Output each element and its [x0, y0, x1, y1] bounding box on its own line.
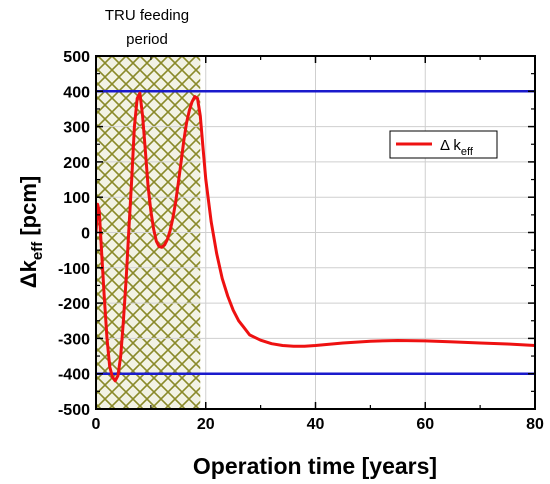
x-tick-label: 40	[307, 416, 325, 433]
y-tick-label: 500	[63, 49, 90, 66]
annotation-line-2: period	[126, 31, 168, 48]
y-tick-label: 0	[81, 226, 90, 243]
y-axis-title: Δkeff [pcm]	[16, 176, 46, 288]
axis-ticks: 0 20 40 60 80 500 400 300 200 100 0 -100 -200 -300 -40…	[58, 49, 544, 433]
legend-label-sub: eff	[461, 146, 474, 158]
x-tick-label: 20	[197, 416, 215, 433]
series-line	[96, 91, 535, 383]
y-axis-title-main: Δk	[16, 259, 41, 288]
y-tick-label: -100	[58, 261, 90, 278]
x-tick-label: 60	[416, 416, 434, 433]
y-tick-label: -200	[58, 296, 90, 313]
series-layer	[96, 91, 535, 383]
y-tick-label: -400	[58, 367, 90, 384]
y-tick-label: -300	[58, 331, 90, 348]
y-tick-label: 300	[63, 120, 90, 137]
legend: Δ keff	[389, 130, 498, 159]
x-tick-label: 80	[526, 416, 544, 433]
x-axis-title: Operation time [years]	[193, 453, 437, 479]
annotation-line-1: TRU feeding	[105, 7, 189, 24]
y-tick-label: 100	[63, 190, 90, 207]
legend-label-main: Δ k	[440, 137, 461, 154]
y-tick-label: 400	[63, 84, 90, 101]
limit-lines	[96, 90, 535, 375]
y-tick-label: -500	[58, 402, 90, 419]
y-tick-label: 200	[63, 155, 90, 172]
legend-label: Δ keff	[440, 137, 474, 158]
y-axis-title-unit: [pcm]	[16, 176, 41, 242]
y-axis-title-sub: eff	[29, 241, 46, 260]
x-tick-label: 0	[92, 416, 101, 433]
